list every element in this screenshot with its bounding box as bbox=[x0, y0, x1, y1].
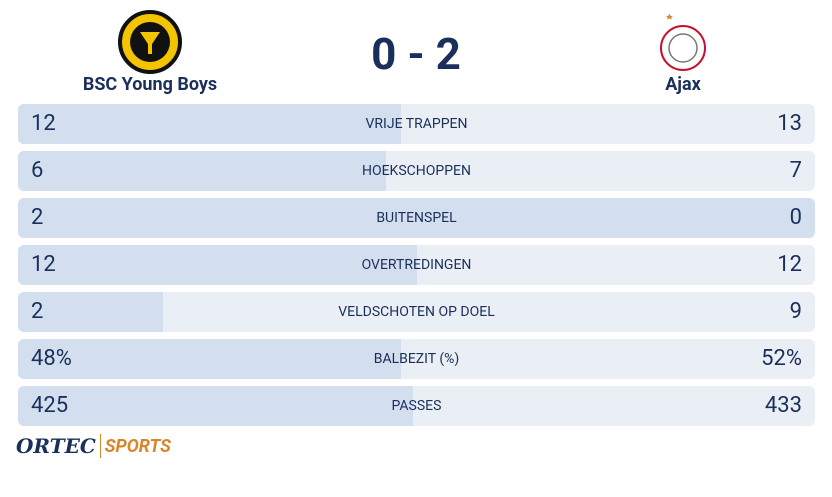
away-logo bbox=[660, 13, 706, 71]
home-share-bar bbox=[18, 245, 417, 285]
stat-row: HOEKSCHOPPEN 6 7 bbox=[18, 151, 815, 191]
away-value: 7 bbox=[789, 158, 802, 183]
brand-sub: SPORTS bbox=[104, 435, 171, 457]
stat-label: VELDSCHOTEN OP DOEL bbox=[338, 304, 495, 320]
home-value: 12 bbox=[31, 252, 56, 277]
stat-label: BUITENSPEL bbox=[376, 210, 457, 226]
stat-label: PASSES bbox=[391, 398, 442, 414]
away-value: 52% bbox=[761, 346, 802, 371]
stat-row: VRIJE TRAPPEN 12 13 bbox=[18, 104, 815, 144]
home-share-bar bbox=[18, 198, 815, 238]
home-share-bar bbox=[18, 104, 401, 144]
stat-row: BALBEZIT (%) 48% 52% bbox=[18, 339, 815, 379]
home-value: 425 bbox=[31, 393, 69, 418]
away-value: 433 bbox=[764, 393, 802, 418]
home-value: 2 bbox=[31, 299, 44, 324]
brand-divider bbox=[99, 434, 101, 458]
away-value: 12 bbox=[777, 252, 802, 277]
home-share-bar bbox=[18, 386, 413, 426]
home-value: 6 bbox=[31, 158, 44, 183]
home-value: 48% bbox=[31, 346, 72, 371]
footer-logo: ORTEC SPORTS bbox=[16, 434, 171, 458]
home-share-bar bbox=[18, 339, 401, 379]
away-value: 0 bbox=[789, 205, 802, 230]
stat-label: VRIJE TRAPPEN bbox=[365, 116, 468, 132]
away-value: 9 bbox=[789, 299, 802, 324]
home-value: 2 bbox=[31, 205, 44, 230]
away-value: 13 bbox=[777, 111, 802, 136]
home-value: 12 bbox=[31, 111, 56, 136]
home-logo bbox=[118, 10, 182, 74]
stat-row: BUITENSPEL 2 0 bbox=[18, 198, 815, 238]
home-share-bar bbox=[18, 292, 163, 332]
stat-row: VELDSCHOTEN OP DOEL 2 9 bbox=[18, 292, 815, 332]
home-share-bar bbox=[18, 151, 386, 191]
brand: ORTEC bbox=[16, 434, 96, 458]
home-team: BSC Young Boys bbox=[82, 74, 218, 95]
away-team: Ajax bbox=[665, 74, 701, 95]
stat-label: BALBEZIT (%) bbox=[373, 351, 460, 367]
stat-row: OVERTREDINGEN 12 12 bbox=[18, 245, 815, 285]
stat-label: HOEKSCHOPPEN bbox=[361, 163, 471, 179]
stat-label: OVERTREDINGEN bbox=[361, 257, 472, 273]
stat-row: PASSES 425 433 bbox=[18, 386, 815, 426]
score: 0 - 2 bbox=[371, 28, 461, 80]
